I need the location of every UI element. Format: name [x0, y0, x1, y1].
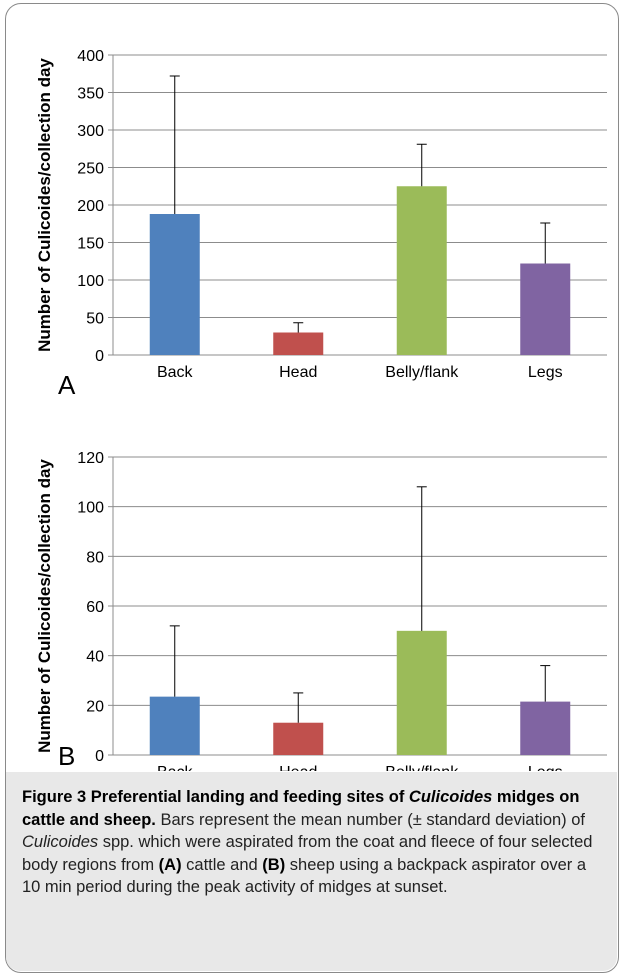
x-tick-label: Legs — [528, 364, 563, 381]
chart-panel-b: 0 20 40 60 80 100 120 Back Head Belly/flank Legs Nu… — [35, 450, 607, 771]
caption-body-part: cattle and — [181, 855, 263, 874]
caption-title: Figure 3 Preferential landing and feedin… — [22, 788, 579, 829]
y-tick-label: 350 — [77, 86, 104, 103]
y-axis-label: Number of Culicoides/collection day — [35, 58, 54, 352]
x-tick-label: Belly/flank — [385, 364, 459, 381]
x-tick-label: Belly/flank — [385, 764, 459, 771]
bar — [520, 263, 571, 355]
y-axis-label: Number of Culicoides/collection day — [35, 459, 54, 753]
y-tick-label: 20 — [86, 698, 104, 715]
caption-body-part: Culicoides — [22, 833, 99, 851]
bar — [273, 332, 324, 355]
caption-title-part: midges on cattle and sheep. — [22, 788, 580, 829]
bar — [149, 696, 200, 755]
chart-panel-a: 0 50 100 150 200 250 300 350 400 Back Head Belly/fl… — [35, 48, 607, 400]
y-tick-label: 40 — [86, 649, 104, 666]
y-tick-label: 300 — [77, 123, 104, 140]
x-tick-label: Head — [279, 364, 317, 381]
panel-label: A — [58, 370, 76, 400]
figure-caption: Figure 3 Preferential landing and feedin… — [22, 786, 602, 899]
y-tick-label: 120 — [77, 450, 104, 467]
x-tick-label: Back — [157, 764, 194, 771]
y-tick-label: 100 — [77, 500, 104, 517]
y-tick-label: 0 — [95, 748, 104, 765]
y-tick-label: 150 — [77, 236, 104, 253]
y-tick-label: 250 — [77, 161, 104, 178]
y-tick-label: 0 — [95, 348, 104, 365]
caption-body-part: spp. which were aspirated from the coat … — [22, 833, 593, 874]
figure-frame — [5, 3, 619, 973]
x-tick-label: Legs — [528, 764, 563, 771]
x-tick-label: Back — [157, 364, 194, 381]
bar — [273, 722, 324, 755]
caption-body-part: sheep using a backpack aspirator over a … — [22, 855, 587, 897]
y-tick-label: 400 — [77, 48, 104, 65]
caption-title-part: Figure 3 Preferential landing and feedin… — [22, 788, 409, 806]
y-tick-label: 200 — [77, 198, 104, 215]
caption-title-part: Culicoides — [408, 788, 493, 806]
caption-body-part: (B) — [262, 855, 286, 874]
x-tick-label: Head — [279, 764, 317, 771]
caption-body: Bars represent the mean number (± standa… — [22, 811, 592, 897]
bar — [396, 186, 447, 355]
bar — [520, 701, 571, 755]
bar — [149, 214, 200, 355]
panel-label: B — [58, 741, 75, 771]
y-tick-label: 80 — [86, 549, 104, 566]
y-tick-label: 60 — [86, 599, 104, 616]
caption-background — [6, 772, 617, 971]
y-tick-label: 100 — [77, 273, 104, 290]
bar — [396, 630, 447, 755]
caption-body-part: Bars represent the mean number (± standa… — [160, 810, 586, 829]
y-tick-label: 50 — [86, 311, 104, 328]
caption-body-part: (A) — [158, 855, 182, 874]
